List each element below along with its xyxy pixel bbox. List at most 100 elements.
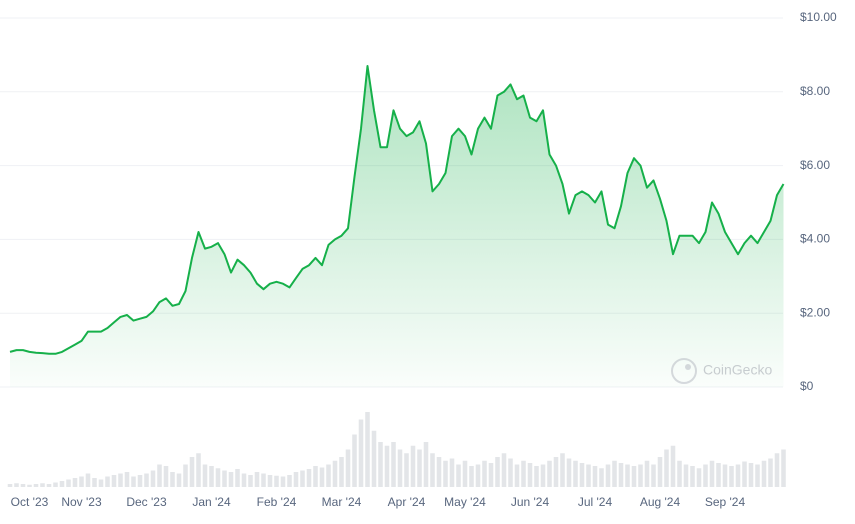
volume-bar	[683, 464, 689, 487]
volume-bar	[14, 483, 19, 487]
volume-bar	[293, 472, 299, 487]
volume-bar	[319, 467, 325, 487]
volume-bar	[98, 479, 104, 487]
volume-bar	[33, 484, 39, 487]
volume-bar	[326, 464, 331, 487]
volume-bar	[124, 472, 130, 487]
volume-bar	[586, 464, 591, 487]
volume-bar	[592, 466, 598, 487]
volume-bar	[306, 469, 312, 487]
volume-bar	[781, 449, 786, 487]
volume-bar	[222, 470, 227, 487]
volume-bar	[469, 466, 474, 487]
volume-bar	[631, 466, 637, 487]
volume-bar	[462, 460, 468, 487]
x-tick-label: Dec '23	[126, 495, 167, 509]
volume-bar	[137, 475, 143, 487]
volume-bar	[508, 458, 513, 487]
volume-bar	[397, 449, 403, 487]
axes: $0 $2.00 $4.00 $6.00 $8.00 $10.00 Oct '23 Nov '…	[11, 10, 837, 509]
volume-bar	[573, 460, 578, 487]
volume-bar	[183, 464, 188, 487]
volume-bar	[59, 481, 65, 487]
volume-bar	[410, 445, 416, 487]
volume-bar	[690, 466, 695, 487]
volume-bar	[553, 457, 559, 487]
volume-bar	[651, 464, 656, 487]
volume-bar	[163, 466, 169, 487]
volume-bar	[131, 476, 136, 487]
volume-bar	[378, 442, 383, 487]
volume-bar	[371, 430, 377, 487]
volume-bar	[287, 475, 292, 487]
price-line	[9, 65, 785, 355]
x-tick-label: Apr '24	[388, 495, 426, 509]
volume-bar	[27, 484, 32, 487]
volume-bar	[761, 460, 767, 487]
volume-bar	[92, 478, 97, 487]
volume-bar	[111, 475, 117, 487]
volume-bar	[196, 453, 201, 487]
volume-bar	[404, 453, 409, 487]
volume-bar	[384, 445, 390, 487]
volume-bar	[215, 468, 221, 487]
x-tick-label: Aug '24	[640, 495, 681, 509]
volume-bar	[540, 464, 546, 487]
volume-bar	[638, 464, 643, 487]
volume-bar	[20, 484, 26, 487]
volume-bar	[66, 479, 71, 487]
x-tick-label: Sep '24	[705, 495, 746, 509]
volume-bar	[157, 464, 162, 487]
volume-bar	[345, 449, 351, 487]
volume-bar	[150, 470, 156, 487]
volume-bar	[768, 458, 773, 487]
volume-bar	[599, 468, 604, 487]
volume-bar	[105, 476, 110, 487]
volume-bar	[241, 473, 247, 487]
volume-bar	[605, 464, 611, 487]
volume-bar	[748, 463, 754, 487]
volume-bar	[579, 463, 585, 487]
volume-bar	[735, 464, 741, 487]
volume-bar	[657, 457, 663, 487]
volume-bar	[300, 470, 305, 487]
volume-bar	[274, 475, 279, 487]
volume-bar	[560, 453, 565, 487]
volume-bar	[709, 460, 715, 487]
volume-bar	[501, 453, 507, 487]
volume-bar	[696, 468, 702, 487]
y-tick-label: $4.00	[800, 232, 830, 246]
volume-bar	[722, 464, 728, 487]
volume-bar	[85, 473, 91, 487]
x-tick-label: Jun '24	[511, 495, 550, 509]
volume-bar	[339, 457, 344, 487]
price-area	[10, 66, 784, 387]
volume-bar	[267, 475, 273, 487]
volume-bar	[176, 473, 182, 487]
volume-bar	[618, 463, 624, 487]
volume-bar	[514, 464, 520, 487]
plot	[9, 65, 785, 387]
volume-bar	[209, 466, 214, 487]
volume-bar	[482, 460, 487, 487]
volume-bar	[677, 460, 682, 487]
volume-bar	[228, 472, 234, 487]
x-tick-label: Feb '24	[257, 495, 297, 509]
volume-bar	[456, 464, 461, 487]
volume-bar	[521, 460, 526, 487]
x-tick-label: Nov '23	[61, 495, 102, 509]
y-tick-label: $6.00	[800, 158, 830, 172]
volume	[7, 412, 786, 487]
watermark-text: CoinGecko	[703, 362, 772, 378]
volume-bar	[436, 457, 442, 487]
volume-bar	[248, 475, 253, 487]
volume-bar	[7, 484, 13, 487]
volume-bar	[423, 442, 429, 487]
y-tick-label: $2.00	[800, 305, 830, 319]
volume-bar	[72, 478, 78, 487]
volume-bar	[365, 412, 370, 487]
volume-bar	[488, 463, 494, 487]
x-tick-label: Jul '24	[578, 495, 613, 509]
volume-bar	[742, 461, 747, 487]
volume-bar	[358, 419, 364, 487]
